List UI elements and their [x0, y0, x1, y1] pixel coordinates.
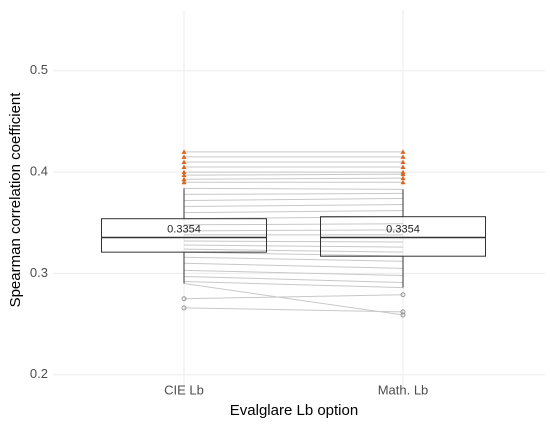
box — [320, 216, 486, 257]
pair-line — [183, 204, 404, 208]
pair-line — [183, 248, 404, 253]
pair-line — [183, 197, 404, 201]
x-tick-label: Math. Lb — [378, 382, 429, 397]
pair-line — [183, 251, 404, 257]
pair-line — [183, 307, 404, 313]
pair-line — [183, 275, 404, 284]
outlier-high — [181, 159, 187, 164]
outlier-high — [400, 159, 406, 164]
outlier-low — [181, 305, 187, 311]
outlier-high — [400, 164, 406, 170]
x-axis-title: Evalglare Lb option — [230, 402, 358, 419]
y-tick-label: 0.5 — [30, 62, 48, 77]
outlier-high — [400, 149, 406, 154]
outlier-high — [400, 171, 406, 177]
outlier-high — [181, 176, 187, 182]
pair-line — [183, 187, 404, 190]
outlier-high — [181, 179, 187, 185]
pair-line — [183, 294, 404, 300]
outlier-high — [400, 175, 406, 181]
pair-line — [183, 281, 404, 289]
median-label: 0.3354 — [386, 223, 420, 235]
y-tick-label: 0.4 — [30, 164, 48, 179]
box — [101, 218, 267, 253]
pair-line — [183, 269, 404, 276]
pair-line — [183, 283, 404, 316]
y-tick-label: 0.2 — [30, 366, 48, 381]
outlier-high — [181, 149, 187, 154]
pair-line — [183, 192, 404, 195]
outlier-low — [181, 296, 187, 302]
outlier-high — [181, 154, 187, 159]
pair-line — [183, 210, 404, 214]
outlier-low — [400, 309, 406, 315]
pair-line — [183, 240, 404, 243]
outlier-low — [400, 292, 406, 298]
outlier-high — [181, 164, 187, 170]
x-tick-label: CIE Lb — [164, 382, 204, 397]
pair-line — [183, 229, 404, 232]
pair-line — [183, 223, 404, 226]
outlier-low — [400, 312, 406, 318]
outlier-high — [181, 169, 187, 175]
pair-line — [183, 177, 404, 180]
pair-line — [183, 256, 404, 262]
outlier-high — [400, 154, 406, 159]
y-axis-title: Spearman correlation coefficient — [7, 92, 24, 308]
outlier-high — [181, 172, 187, 178]
pair-line — [183, 173, 404, 176]
pair-line — [183, 244, 404, 248]
y-tick-label: 0.3 — [30, 265, 48, 280]
median-label: 0.3354 — [167, 223, 201, 235]
outlier-high — [400, 179, 406, 185]
pair-line — [183, 262, 404, 269]
